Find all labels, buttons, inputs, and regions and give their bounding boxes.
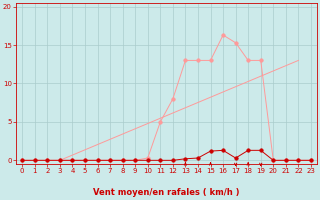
X-axis label: Vent moyen/en rafales ( km/h ): Vent moyen/en rafales ( km/h ) xyxy=(93,188,240,197)
